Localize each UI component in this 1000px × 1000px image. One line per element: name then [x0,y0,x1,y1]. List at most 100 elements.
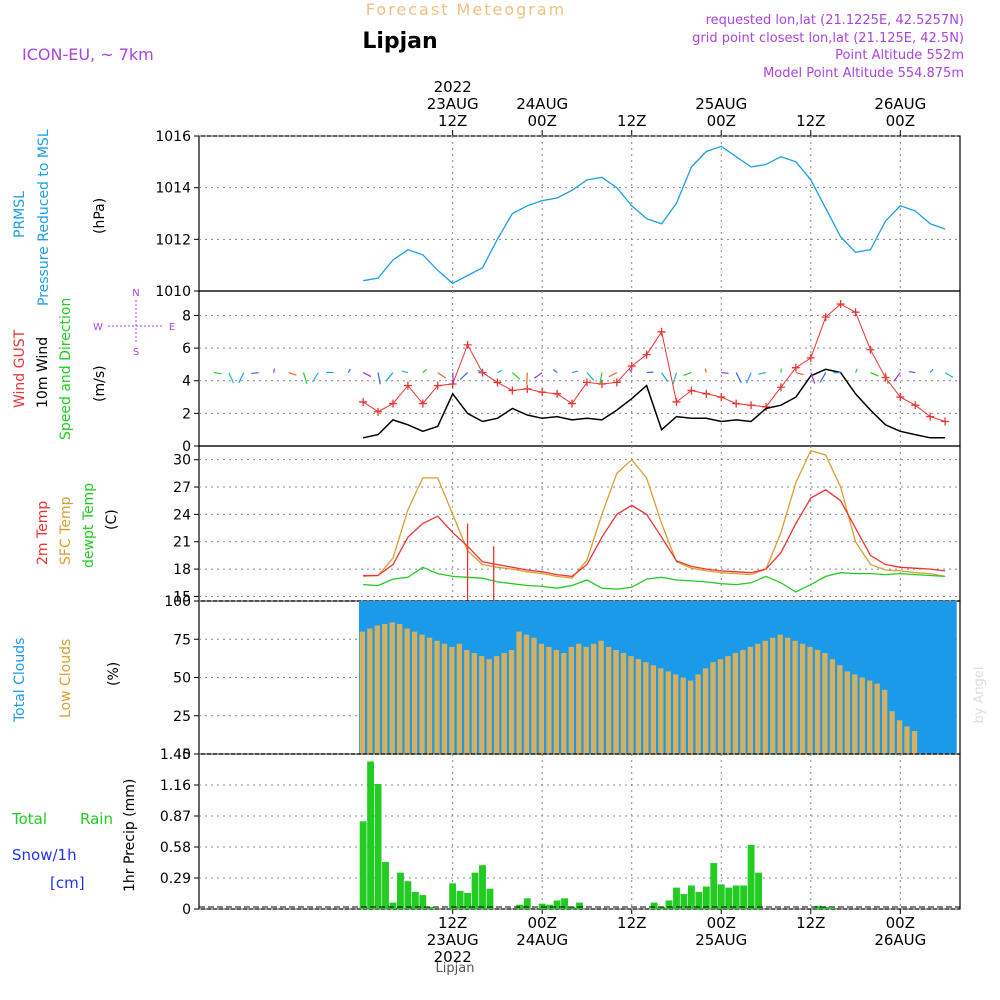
precip-snow-label: Snow/1h [12,846,77,864]
low-cloud-bar [553,649,560,754]
gust-marker [926,412,935,421]
low-cloud-bar [613,649,619,754]
wind-arrow [884,372,889,385]
wind-arrow [810,372,816,384]
total-cloud-bar [948,601,957,754]
rain-bar [426,906,434,909]
bottom-time-label: 26AUG [874,931,926,949]
gust-marker [747,401,756,410]
pressure-ytick-label: 1012 [155,232,191,248]
wind-arrow [526,372,528,385]
gust-marker [418,399,427,408]
rain-bar [650,902,658,909]
rain-bar [695,891,703,909]
wind-arrow [362,372,372,378]
total-cloud-bar [918,601,927,754]
location-title: Lipjan [362,29,437,54]
precip-ytick-label: 1.16 [160,778,191,794]
rain-bar [732,885,740,909]
pressure-panel-labels: PRMSL Pressure Reduced to MSL (hPa) [12,129,108,306]
low-cloud-bar [434,640,440,754]
total-cloud-bar [903,601,912,754]
rain-bar [464,892,472,909]
pressure-ytick-label: 1016 [155,129,191,145]
point-altitude: Point Altitude 552m [835,48,964,63]
rain-bar [479,865,486,909]
gust-marker [776,383,785,392]
wind-speed-dir-label: Speed and Direction [58,298,74,440]
low-cloud-bar [874,683,880,754]
sfc-temp-line [363,449,946,579]
low-cloud-bar [590,643,597,754]
pressure-panel: 1010 1012 1014 1016 [155,129,961,300]
low-cloud-bar [717,659,724,754]
wind-ytick-label: 4 [182,374,191,390]
temp-ytick-label: 27 [173,480,191,496]
temp-sfc-label: SFC Temp [58,496,74,565]
gust-marker [612,378,621,387]
wind-arrow [819,372,827,383]
low-clouds-label: Low Clouds [58,639,74,718]
low-cloud-bar [889,711,895,754]
low-cloud-bar [531,637,537,754]
precip-panel: 0 0.29 0.58 0.87 1.16 1.45 [160,747,961,918]
gust-marker [732,399,741,408]
precip-ytick-label: 0.87 [160,809,191,825]
temp-2m-label: 2m Temp [35,501,51,565]
low-cloud-bar [762,640,768,754]
panels-layer: 1010101210141016024681518212427300255075… [155,129,961,918]
wind-arrow [552,369,558,374]
pressure-unit: (hPa) [92,198,108,234]
gust-marker [597,380,606,388]
meteogram-heading: Forecast Meteogram [366,0,566,19]
total-cloud-bar [687,601,696,754]
wind-arrow [422,368,427,374]
rain-bar [822,906,830,909]
temp-panel: 15 18 21 24 27 30 [173,445,961,605]
gust-marker [508,386,517,395]
top-time-label: 24AUG [516,95,568,113]
wind-arrow [302,372,308,384]
wind-panel-labels: Wind GUST 10m Wind Speed and Direction (… [12,288,175,440]
bottom-time-label: 12Z [617,914,646,932]
gust-marker [672,397,681,406]
gust-marker [448,380,457,388]
wind-arrow [452,372,455,385]
wind-arrow [586,372,595,381]
wind-frame [198,290,961,447]
top-time-label: 23AUG [427,95,479,113]
low-cloud-bar [844,671,850,754]
gust-marker [896,393,905,402]
low-cloud-bar [837,665,843,754]
gust-marker [582,378,591,387]
rain-bar [411,891,419,909]
wind-arrow [238,372,245,384]
low-cloud-bar [494,656,500,754]
low-cloud-bar [807,646,813,754]
gust-marker [568,399,577,408]
rain-bar [471,872,479,909]
total-cloud-bar [896,601,905,754]
rain-bar [449,883,457,909]
pressure-label-msl: Pressure Reduced to MSL [36,129,52,306]
low-cloud-bar [426,637,433,754]
rain-bar [814,905,822,909]
wind-arrow [746,372,752,384]
pressure-frame [198,135,961,292]
low-cloud-bar [702,668,709,754]
temp-ytick-label: 24 [173,507,191,523]
total-cloud-bar [873,601,883,754]
wind-arrow [511,372,521,380]
total-cloud-bar [866,601,875,754]
rain-bar [702,886,710,909]
rain-bar [359,821,367,909]
low-cloud-bar [516,631,522,754]
rain-bar [382,861,389,909]
gust-marker [493,378,502,387]
compass-w: W [93,322,103,333]
gust-marker [702,389,711,398]
bottom-time-label: 2022 [434,948,472,966]
compass-n: N [132,288,139,299]
top-time-label: 25AUG [695,95,747,113]
precip-ytick-label: 0 [182,902,191,918]
